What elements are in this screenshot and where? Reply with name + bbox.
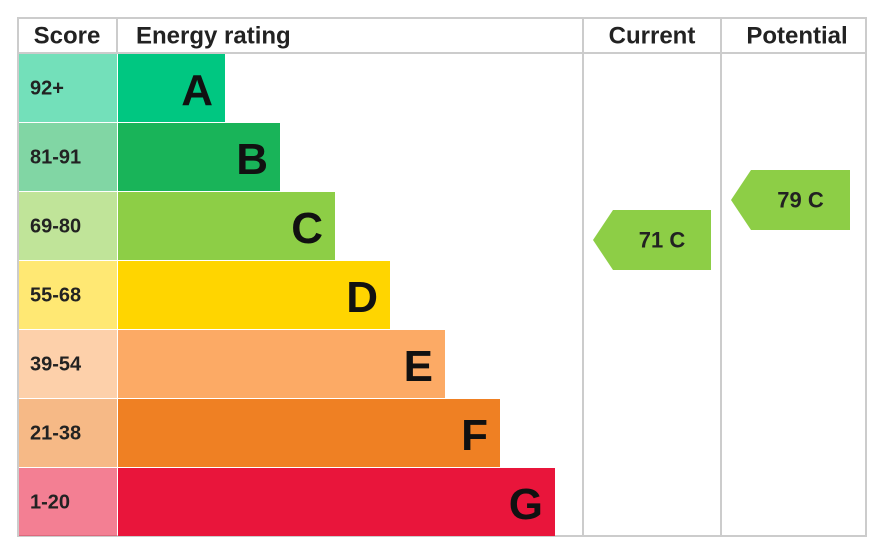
band-bar <box>118 399 500 467</box>
score-cell <box>19 399 117 467</box>
score-cell <box>19 468 117 536</box>
band-letter: G <box>509 480 543 529</box>
score-cell <box>19 261 117 329</box>
score-cell <box>19 192 117 260</box>
score-cell <box>19 330 117 398</box>
header: Energy rating <box>136 23 291 50</box>
rating-arrow <box>593 210 711 270</box>
score-label: 39-54 <box>30 354 82 376</box>
header: Potential <box>746 23 847 50</box>
band-bar <box>118 192 335 260</box>
band-letter: E <box>404 342 433 391</box>
band-letter: D <box>346 273 378 322</box>
rating-label: 79 C <box>777 188 824 213</box>
rating-arrow <box>731 170 850 230</box>
score-cell <box>19 123 117 191</box>
score-cell <box>19 54 117 122</box>
band-letter: B <box>236 135 268 184</box>
band-letter: F <box>461 411 488 460</box>
band-bar <box>118 54 225 122</box>
band-letter: A <box>181 66 213 115</box>
score-label: 69-80 <box>30 216 81 238</box>
rating-label: 71 C <box>639 228 686 253</box>
header: Score <box>34 23 101 50</box>
score-label: 81-91 <box>30 147 81 169</box>
score-label: 92+ <box>30 78 64 100</box>
band-bar <box>118 468 555 536</box>
score-label: 55-68 <box>30 285 81 307</box>
band-bar <box>118 330 445 398</box>
band-letter: C <box>291 204 323 253</box>
header: Current <box>609 23 696 50</box>
score-label: 21-38 <box>30 423 81 445</box>
band-bar <box>118 123 280 191</box>
score-label: 1-20 <box>30 492 70 514</box>
band-bar <box>118 261 390 329</box>
